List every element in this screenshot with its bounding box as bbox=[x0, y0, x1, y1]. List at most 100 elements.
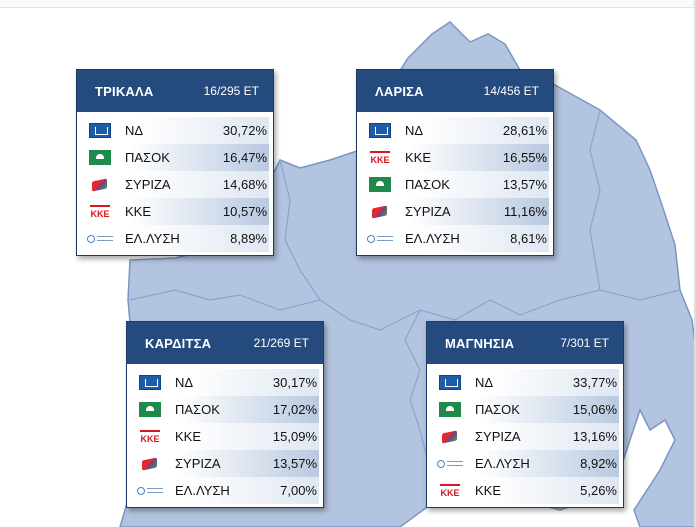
card-header: ΜΑΓΝΗΣΙΑ 7/301 ΕΤ bbox=[427, 322, 623, 364]
party-name: ΣΥΡΙΖΑ bbox=[125, 177, 171, 192]
party-percentage: 8,92% bbox=[580, 456, 617, 471]
stations-counted: 14/456 ΕΤ bbox=[483, 84, 539, 98]
party-percentage: 15,06% bbox=[572, 402, 617, 417]
results-card-trikala[interactable]: ΤΡΙΚΑΛΑ 16/295 ΕΤ ΝΔ 30,72% ΠΑΣΟΚ 16,47% ΣΥΡΙΖ… bbox=[76, 69, 274, 256]
party-row: ΠΑΣΟΚ 15,06% bbox=[431, 396, 619, 423]
party-percentage: 13,57% bbox=[272, 456, 317, 471]
party-name: ΚΚΕ bbox=[125, 204, 152, 219]
party-percentage: 30,72% bbox=[222, 123, 267, 138]
results-list: ΝΔ 28,61% ΚΚΕ ΚΚΕ 16,55% ΠΑΣΟΚ 13,57% ΣΥΡΙΖΑ 11,… bbox=[357, 112, 553, 255]
party-name: ΚΚΕ bbox=[405, 150, 432, 165]
results-card-karditsa[interactable]: ΚΑΡΔΙΤΣΑ 21/269 ΕΤ ΝΔ 30,17% ΠΑΣΟΚ 17,02% ΚΚΕ Κ… bbox=[126, 321, 324, 508]
party-percentage: 13,57% bbox=[502, 177, 547, 192]
party-name: ΣΥΡΙΖΑ bbox=[175, 456, 221, 471]
top-bar bbox=[0, 0, 696, 8]
party-percentage: 13,16% bbox=[572, 429, 617, 444]
party-logo bbox=[131, 485, 169, 497]
party-percentage: 14,68% bbox=[222, 177, 267, 192]
results-card-magnisia[interactable]: ΜΑΓΝΗΣΙΑ 7/301 ΕΤ ΝΔ 33,77% ΠΑΣΟΚ 15,06% ΣΥΡΙΖ… bbox=[426, 321, 624, 508]
party-logo bbox=[431, 430, 469, 444]
party-name: ΠΑΣΟΚ bbox=[405, 177, 450, 192]
party-name: ΠΑΣΟΚ bbox=[475, 402, 520, 417]
party-percentage: 11,16% bbox=[503, 204, 547, 219]
party-name: ΕΛ.ΛΥΣΗ bbox=[175, 483, 230, 498]
party-name: ΠΑΣΟΚ bbox=[125, 150, 170, 165]
party-row: ΕΛ.ΛΥΣΗ 8,61% bbox=[361, 225, 549, 252]
elysi-logo-icon bbox=[435, 458, 465, 470]
party-row: ΠΑΣΟΚ 13,57% bbox=[361, 171, 549, 198]
card-header: ΤΡΙΚΑΛΑ 16/295 ΕΤ bbox=[77, 70, 273, 112]
region-inner-border bbox=[279, 159, 321, 301]
party-logo: ΚΚΕ bbox=[81, 204, 119, 219]
party-percentage: 5,26% bbox=[580, 483, 617, 498]
party-row: ΣΥΡΙΖΑ 11,16% bbox=[361, 198, 549, 225]
party-name: ΣΥΡΙΖΑ bbox=[405, 204, 451, 219]
party-row: ΕΛ.ΛΥΣΗ 7,00% bbox=[131, 477, 319, 504]
results-list: ΝΔ 30,72% ΠΑΣΟΚ 16,47% ΣΥΡΙΖΑ 14,68% ΚΚΕ ΚΚΕ 10,… bbox=[77, 112, 273, 255]
party-row: ΕΛ.ΛΥΣΗ 8,92% bbox=[431, 450, 619, 477]
party-percentage: 10,57% bbox=[222, 204, 267, 219]
nd-logo-icon bbox=[89, 123, 111, 138]
kke-logo-icon: ΚΚΕ bbox=[370, 150, 390, 165]
nd-logo-icon bbox=[369, 123, 391, 138]
kke-logo-icon: ΚΚΕ bbox=[90, 204, 110, 219]
pasok-logo-icon bbox=[139, 402, 161, 417]
party-percentage: 33,77% bbox=[572, 375, 617, 390]
elysi-logo-icon bbox=[85, 233, 115, 245]
party-row: ΚΚΕ ΚΚΕ 16,55% bbox=[361, 144, 549, 171]
party-row: ΕΛ.ΛΥΣΗ 8,89% bbox=[81, 225, 269, 252]
party-row: ΣΥΡΙΖΑ 13,57% bbox=[131, 450, 319, 477]
party-percentage: 8,61% bbox=[510, 231, 547, 246]
party-logo bbox=[81, 123, 119, 138]
kke-logo-icon: ΚΚΕ bbox=[140, 429, 160, 444]
party-row: ΝΔ 33,77% bbox=[431, 369, 619, 396]
pasok-logo-icon bbox=[439, 402, 461, 417]
region-name: ΤΡΙΚΑΛΑ bbox=[95, 83, 154, 99]
party-row: ΠΑΣΟΚ 16,47% bbox=[81, 144, 269, 171]
party-logo bbox=[81, 178, 119, 192]
party-row: ΝΔ 28,61% bbox=[361, 117, 549, 144]
stations-counted: 21/269 ΕΤ bbox=[253, 336, 309, 350]
syriza-logo-icon bbox=[91, 178, 109, 192]
party-logo: ΚΚΕ bbox=[361, 150, 399, 165]
party-row: ΚΚΕ ΚΚΕ 5,26% bbox=[431, 477, 619, 504]
party-name: ΣΥΡΙΖΑ bbox=[475, 429, 521, 444]
party-percentage: 16,55% bbox=[502, 150, 547, 165]
party-logo: ΚΚΕ bbox=[431, 483, 469, 498]
party-row: ΠΑΣΟΚ 17,02% bbox=[131, 396, 319, 423]
party-row: ΝΔ 30,17% bbox=[131, 369, 319, 396]
party-percentage: 15,09% bbox=[272, 429, 317, 444]
stations-counted: 7/301 ΕΤ bbox=[560, 336, 609, 350]
party-logo bbox=[131, 402, 169, 417]
party-row: ΚΚΕ ΚΚΕ 10,57% bbox=[81, 198, 269, 225]
region-inner-border bbox=[589, 109, 601, 291]
party-name: ΝΔ bbox=[175, 375, 194, 390]
party-logo bbox=[361, 205, 399, 219]
region-name: ΜΑΓΝΗΣΙΑ bbox=[445, 335, 515, 351]
region-name: ΛΑΡΙΣΑ bbox=[375, 83, 424, 99]
party-name: ΠΑΣΟΚ bbox=[175, 402, 220, 417]
party-row: ΣΥΡΙΖΑ 14,68% bbox=[81, 171, 269, 198]
results-list: ΝΔ 30,17% ΠΑΣΟΚ 17,02% ΚΚΕ ΚΚΕ 15,09% ΣΥΡΙΖΑ 13,… bbox=[127, 364, 323, 507]
nd-logo-icon bbox=[439, 375, 461, 390]
scrollbar[interactable] bbox=[694, 0, 696, 527]
kke-logo-icon: ΚΚΕ bbox=[440, 483, 460, 498]
party-row: ΝΔ 30,72% bbox=[81, 117, 269, 144]
region-name: ΚΑΡΔΙΤΣΑ bbox=[145, 335, 212, 351]
party-logo bbox=[131, 375, 169, 390]
party-name: ΚΚΕ bbox=[475, 483, 502, 498]
party-name: ΝΔ bbox=[475, 375, 494, 390]
party-logo bbox=[361, 233, 399, 245]
party-row: ΚΚΕ ΚΚΕ 15,09% bbox=[131, 423, 319, 450]
results-card-larisa[interactable]: ΛΑΡΙΣΑ 14/456 ΕΤ ΝΔ 28,61% ΚΚΕ ΚΚΕ 16,55% ΠΑΣΟΚ… bbox=[356, 69, 554, 256]
party-percentage: 28,61% bbox=[502, 123, 547, 138]
party-name: ΕΛ.ΛΥΣΗ bbox=[475, 456, 530, 471]
party-logo bbox=[81, 233, 119, 245]
pasok-logo-icon bbox=[369, 177, 391, 192]
party-logo: ΚΚΕ bbox=[131, 429, 169, 444]
party-logo bbox=[361, 177, 399, 192]
party-logo bbox=[81, 150, 119, 165]
party-logo bbox=[431, 375, 469, 390]
syriza-logo-icon bbox=[141, 457, 159, 471]
party-logo bbox=[131, 457, 169, 471]
